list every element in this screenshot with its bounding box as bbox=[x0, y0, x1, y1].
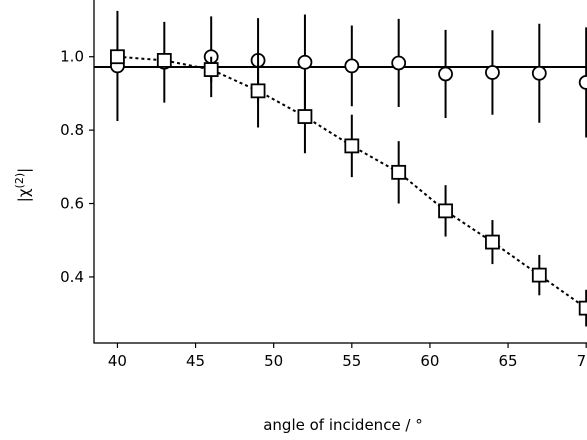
y-tick-label: 0.4 bbox=[60, 268, 84, 286]
y-tick-label: 0.6 bbox=[60, 195, 84, 213]
x-tick-label: 70 bbox=[577, 352, 587, 370]
y-tick-label: 0.8 bbox=[60, 121, 84, 139]
plot-layer bbox=[94, 10, 587, 327]
square-point bbox=[438, 203, 453, 219]
y-axis-label-end: | bbox=[15, 168, 33, 173]
circle-point bbox=[391, 55, 407, 71]
x-tick-label: 65 bbox=[499, 352, 518, 370]
y-axis-label-main: |χ bbox=[15, 188, 33, 202]
x-tick-label: 45 bbox=[186, 352, 205, 370]
square-point bbox=[391, 164, 407, 180]
circle-point bbox=[344, 58, 360, 74]
square-point bbox=[485, 234, 500, 250]
circle-point bbox=[485, 65, 500, 80]
square-series-line bbox=[117, 55, 587, 309]
y-axis-label-superscript: (2) bbox=[13, 173, 26, 189]
circle-point bbox=[531, 65, 547, 81]
square-point bbox=[203, 62, 219, 77]
circle-point bbox=[578, 75, 587, 90]
square-point bbox=[250, 83, 266, 99]
square-point bbox=[297, 109, 313, 124]
circle-point bbox=[297, 54, 313, 70]
x-tick-label: 40 bbox=[108, 352, 127, 370]
x-tick-label: 55 bbox=[342, 352, 361, 370]
circle-point bbox=[438, 66, 453, 82]
square-point bbox=[344, 138, 360, 154]
square-point bbox=[110, 49, 125, 65]
plot-frame bbox=[93, 0, 587, 344]
ticks-layer: 40 45 50 55 60 65 70 0.4 0.6 0.8 1.0 bbox=[60, 48, 587, 370]
x-axis-label: angle of incidence / ° bbox=[263, 416, 423, 434]
square-point bbox=[578, 300, 587, 316]
square-point bbox=[531, 267, 547, 283]
x-tick-label: 60 bbox=[420, 352, 439, 370]
y-axis-label: |χ(2)| bbox=[13, 168, 33, 202]
x-tick-label: 50 bbox=[264, 352, 283, 370]
square-point bbox=[156, 52, 172, 68]
y-tick-label: 1.0 bbox=[60, 48, 84, 66]
